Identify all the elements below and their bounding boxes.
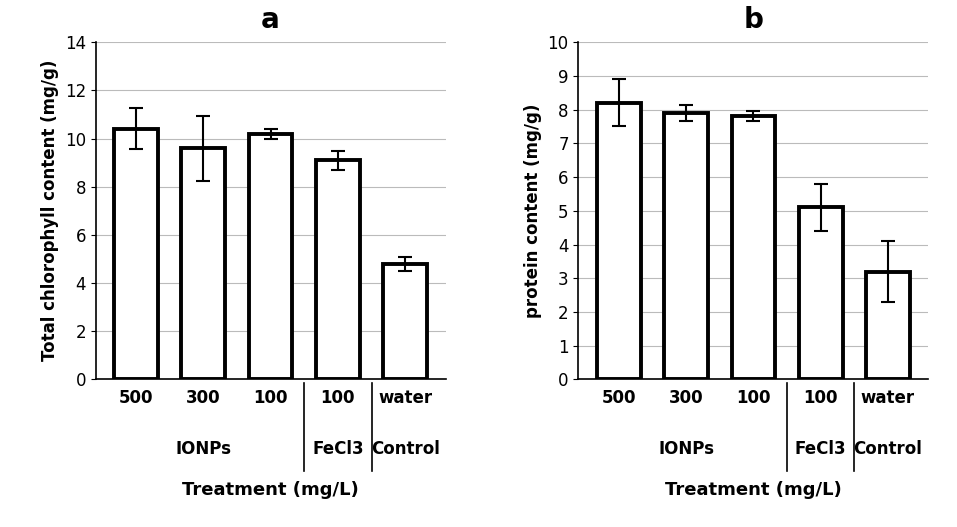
Bar xyxy=(316,160,360,379)
Title: b: b xyxy=(744,6,764,34)
Text: Control: Control xyxy=(854,440,923,458)
Text: FeCl3: FeCl3 xyxy=(312,440,364,458)
Bar xyxy=(249,134,293,379)
Bar xyxy=(799,208,842,379)
Bar xyxy=(182,148,225,379)
Title: a: a xyxy=(261,6,280,34)
Bar xyxy=(114,129,158,379)
Text: Control: Control xyxy=(370,440,439,458)
Bar xyxy=(597,103,640,379)
Y-axis label: Total chlorophyll content (mg/g): Total chlorophyll content (mg/g) xyxy=(41,60,59,362)
Bar xyxy=(731,116,775,379)
Text: IONPs: IONPs xyxy=(175,440,232,458)
Text: Treatment (mg/L): Treatment (mg/L) xyxy=(665,481,842,499)
Y-axis label: protein content (mg/g): protein content (mg/g) xyxy=(524,104,542,318)
Bar xyxy=(866,271,910,379)
Bar xyxy=(664,113,708,379)
Text: Treatment (mg/L): Treatment (mg/L) xyxy=(182,481,359,499)
Text: FeCl3: FeCl3 xyxy=(795,440,846,458)
Text: IONPs: IONPs xyxy=(658,440,714,458)
Bar xyxy=(384,264,427,379)
